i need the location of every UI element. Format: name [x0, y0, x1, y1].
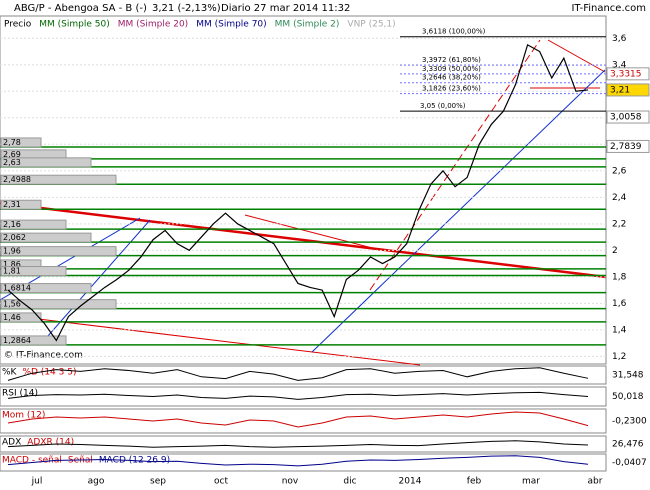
- legend-entry: VNP (25,1): [347, 20, 395, 30]
- legend-entry: MM (Simple 20): [118, 20, 188, 30]
- panel-last: 50,018: [612, 392, 644, 402]
- level-box: [0, 299, 117, 310]
- x-tick-label: mar: [522, 477, 540, 487]
- indicator-line: [7, 440, 589, 448]
- indicator-line: [7, 391, 589, 400]
- y-tick-label: 3,4: [612, 60, 627, 70]
- y-tick-label: 2,6: [612, 166, 627, 176]
- price-line: [7, 44, 589, 342]
- panel-label: ADXR (14): [27, 438, 74, 448]
- price-label: 3,0058: [610, 113, 642, 123]
- x-tick-label: dic: [343, 477, 356, 487]
- panel-frame: [0, 453, 607, 472]
- panel-label: %K: [2, 368, 18, 378]
- panel-label: Señal: [68, 456, 93, 466]
- level-label: 2,63: [3, 158, 21, 167]
- x-tick-label: ago: [88, 477, 105, 487]
- panel-label: %D (14 3 5): [22, 368, 76, 378]
- level-box: [0, 232, 92, 243]
- level-box: [0, 312, 42, 323]
- symbol: ABG/P - Abengoa SA - B (-): [14, 3, 147, 14]
- x-tick-label: sep: [150, 477, 166, 487]
- level-label: 1,56: [3, 300, 21, 309]
- site: IT-Finance.com: [571, 3, 646, 14]
- level-label: 2,78: [3, 138, 21, 147]
- indicator-line: [7, 455, 589, 467]
- y-tick-label: 1,4: [612, 325, 627, 335]
- fib-label: 3,3972 (61,80%): [422, 56, 481, 64]
- y-tick-label: 2,2: [612, 219, 626, 229]
- level-label: 1,46: [3, 313, 21, 322]
- price-label: 3,3315: [610, 69, 642, 79]
- level-label: 1,81: [3, 267, 21, 276]
- trend-lines: [0, 39, 607, 366]
- panel-frame: [0, 435, 607, 453]
- x-tick-label: 2014: [399, 477, 422, 487]
- fib-label: 3,1826 (23,60%): [422, 85, 481, 93]
- level-label: 1,2864: [3, 336, 31, 345]
- fib-label: 3,05 (0,00%): [420, 102, 466, 110]
- indicator-line: [7, 411, 589, 428]
- y-tick-label: 1,2: [612, 352, 626, 362]
- panel-last: 31,548: [612, 371, 644, 381]
- price-label-box: [606, 110, 650, 124]
- x-tick-label: nov: [282, 477, 299, 487]
- date: Diario 27 mar 2014 11:32: [221, 3, 350, 14]
- level-box: [0, 219, 67, 230]
- legend-entry: MM (Simple 50): [39, 20, 109, 30]
- price-label-box: [606, 83, 650, 97]
- level-label: 2,31: [3, 200, 21, 209]
- level-box: [0, 137, 42, 148]
- price: 3,21 (-2,13%): [152, 3, 221, 14]
- level-box: [0, 266, 67, 277]
- level-label: 2,062: [3, 233, 26, 242]
- level-label: 1,86: [3, 260, 21, 269]
- x-tick-label: abr: [588, 477, 603, 487]
- level-box: [0, 199, 42, 210]
- fib-label: 3,6118 (100,00%): [422, 28, 486, 36]
- y-tick-label: 2,4: [612, 193, 627, 203]
- panel-label: MACD - señal: [2, 456, 62, 466]
- x-tick-label: oct: [214, 477, 228, 487]
- y-tick-label: 2: [612, 246, 618, 256]
- legend-entry: MM (Simple 2): [275, 20, 340, 30]
- panel-frame: [0, 386, 607, 407]
- fib-label: 3,3309 (50,00%): [422, 65, 481, 73]
- plot-frame: [0, 15, 607, 365]
- panel-label: Mom (12): [2, 411, 45, 421]
- panel-frame: [0, 408, 607, 434]
- copyright: © IT-Finance.com: [4, 351, 83, 361]
- price-label: 2,7839: [610, 142, 642, 152]
- level-box: [0, 335, 67, 346]
- panel-last: -0,0407: [612, 458, 647, 468]
- panel-label: RSI (14): [2, 389, 38, 399]
- price-label-box: [606, 139, 650, 153]
- indicator-line: [7, 367, 589, 381]
- level-label: 2,69: [3, 150, 21, 159]
- y-tick-label: 1,8: [612, 272, 627, 282]
- panel-last: -0,2300: [612, 417, 647, 427]
- level-label: 2,4988: [3, 175, 31, 184]
- panel-label: ADX: [2, 438, 21, 448]
- fib-label: 3,2646 (38,20%): [422, 74, 481, 82]
- level-label: 1,6814: [3, 284, 31, 293]
- legend-entry: MM (Simple 70): [196, 20, 266, 30]
- panel-frame: [0, 365, 607, 385]
- level-box: [0, 246, 117, 257]
- level-box: [0, 283, 92, 294]
- x-tick-label: feb: [467, 477, 482, 487]
- level-box: [0, 157, 92, 168]
- price-label: 3,21: [610, 85, 630, 95]
- level-label: 2,16: [3, 220, 21, 229]
- panel-last: 26,476: [612, 440, 644, 450]
- y-tick-label: 1,6: [612, 299, 627, 309]
- y-tick-label: 3,6: [612, 34, 627, 44]
- x-tick-label: jul: [31, 477, 43, 487]
- legend-entry: Precio: [4, 20, 32, 30]
- level-box: [0, 174, 117, 185]
- level-label: 1,96: [3, 247, 21, 256]
- price-label-box: [606, 67, 650, 81]
